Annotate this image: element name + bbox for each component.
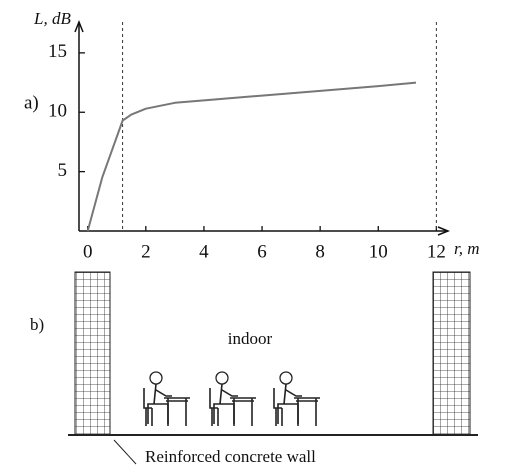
x-axis-label: r, m <box>454 239 480 258</box>
y-tick-label: 10 <box>48 101 67 122</box>
student-desk <box>144 372 190 426</box>
y-axis-label: L, dB <box>33 9 71 28</box>
chart: a) b) L, dB r, m indoor Reinforced concr… <box>0 0 513 468</box>
panel-label: a) <box>24 92 39 113</box>
student-desk <box>274 372 320 426</box>
x-tick-label: 2 <box>141 241 151 262</box>
x-tick-label: 4 <box>199 241 209 262</box>
wall <box>433 272 470 435</box>
x-tick-label: 6 <box>257 241 267 262</box>
y-tick-label: 15 <box>48 41 67 62</box>
room-label: indoor <box>228 329 273 348</box>
x-tick-label: 0 <box>83 241 93 262</box>
y-tick-label: 5 <box>58 160 68 181</box>
wall <box>75 272 110 435</box>
x-tick-label: 12 <box>427 241 446 262</box>
wall-label: Reinforced concrete wall <box>145 447 316 466</box>
page: {"chart_data": {"type": "line", "panel_l… <box>0 0 513 468</box>
line-series <box>88 83 416 231</box>
x-tick-label: 10 <box>369 241 388 262</box>
panel-label: b) <box>30 315 44 334</box>
leader-line <box>114 440 136 464</box>
student-desk <box>210 372 256 426</box>
x-tick-label: 8 <box>315 241 325 262</box>
